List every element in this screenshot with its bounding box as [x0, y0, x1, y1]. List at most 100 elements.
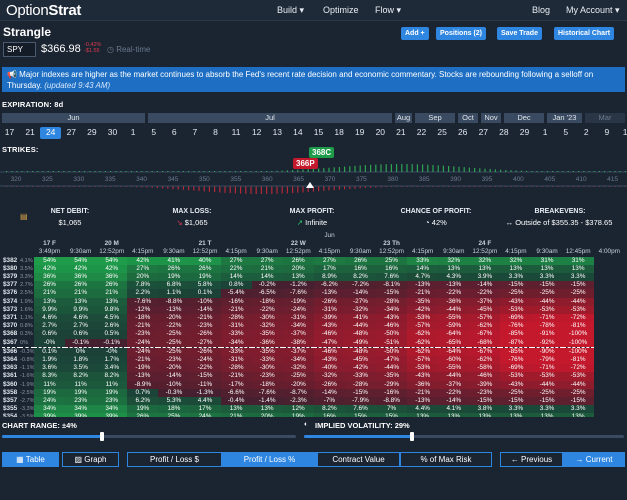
current-button[interactable]: → Current	[563, 452, 625, 467]
expiration-date[interactable]: 25	[437, 127, 447, 137]
pl-cell: -44%	[438, 305, 470, 315]
pl-cell: 26%	[282, 256, 314, 265]
expiration-date[interactable]: 9	[604, 127, 610, 137]
pl-cell: 33%	[407, 256, 439, 265]
expiration-date[interactable]: 21	[25, 127, 35, 137]
expiration-date[interactable]: 20	[375, 127, 386, 137]
chart-range-slider[interactable]	[2, 432, 296, 441]
month-header: Jun	[34, 232, 625, 241]
pl-cell: -7.6%	[251, 388, 283, 398]
expiration-date[interactable]: 16	[622, 127, 627, 137]
nav-optimize[interactable]: Optimize	[323, 5, 359, 15]
pl-cell: -69%	[500, 364, 532, 373]
slider-handle[interactable]	[410, 432, 414, 441]
expiration-date[interactable]: 5	[151, 127, 157, 137]
pl-cell: -50%	[376, 330, 408, 339]
expiration-date[interactable]: 24	[40, 127, 62, 139]
expiration-date[interactable]: 7	[192, 127, 198, 137]
add-button[interactable]: Add +	[401, 27, 429, 40]
pl-cell: 3.5%	[65, 364, 97, 373]
expiration-date[interactable]: 29	[519, 127, 530, 137]
realtime-toggle[interactable]: ◷ Real-time	[107, 45, 151, 54]
nav-flow[interactable]: Flow ▾	[375, 5, 402, 15]
expiration-date[interactable]: 5	[563, 127, 569, 137]
max-profit-label: MAX PROFIT:	[289, 208, 335, 215]
expiration-date[interactable]: 26	[457, 127, 468, 137]
expiration-date[interactable]: 18	[334, 127, 344, 137]
pl-cell: -0.1%	[96, 338, 128, 348]
pl-cell: 13%	[282, 273, 314, 282]
tab-profit-loss-percent[interactable]: Profit / Loss %	[222, 452, 317, 467]
expiration-date[interactable]: 27	[478, 127, 489, 137]
expiration-date[interactable]: 1	[130, 127, 136, 137]
slider-handle[interactable]	[100, 432, 104, 441]
tab-profit-loss-dollar[interactable]: Profit / Loss $	[127, 452, 222, 467]
table-row: $376 2.5% 21% 21% 21% 2.2% 1.1% 0.1% -5.4% -6.5% -…	[2, 289, 625, 298]
nav-build[interactable]: Build ▾	[277, 5, 305, 15]
pl-cell: -39%	[313, 314, 345, 323]
expiration-date[interactable]: 2	[583, 127, 589, 137]
pl-cell: -19%	[282, 297, 314, 306]
pl-cell: 4.5%	[96, 314, 128, 323]
historical-chart-button[interactable]: Historical Chart	[554, 27, 615, 40]
tab-max-risk[interactable]: % of Max Risk	[400, 452, 492, 467]
strike-ladder[interactable]	[0, 160, 627, 204]
expiration-date[interactable]: 27	[66, 127, 77, 137]
call-volume-bar	[442, 165, 444, 172]
expiration-date[interactable]: 11	[231, 127, 241, 137]
strike-tick: 320	[10, 176, 22, 183]
pl-cell: 3.3%	[531, 273, 563, 282]
put-volume-bar	[240, 186, 242, 194]
pl-cell: 26%	[189, 264, 221, 274]
expiration-date[interactable]: 17	[4, 127, 15, 137]
pl-cell: -10%	[158, 380, 190, 389]
tab-graph[interactable]: ▨ Graph	[62, 452, 119, 467]
expiration-date[interactable]: 21	[396, 127, 406, 137]
pl-cell: -14%	[189, 305, 221, 315]
strike-price: $376	[2, 289, 20, 298]
expiration-date[interactable]: 28	[499, 127, 509, 137]
call-volume-bar	[172, 171, 174, 172]
pl-cell: -36%	[438, 297, 470, 306]
table-row: $380 3.5% 42% 42% 42% 27% 26% 26% 22% 21% 20% 17% 16…	[2, 264, 625, 274]
save-trade-button[interactable]: Save Trade	[497, 27, 542, 40]
iv-slider[interactable]	[304, 432, 624, 441]
strike-price: $354	[2, 413, 20, 417]
expiration-date[interactable]: 6	[171, 127, 177, 137]
pl-cell: -15%	[500, 281, 532, 290]
nav-blog[interactable]: Blog	[532, 5, 551, 15]
put-strike-badge[interactable]: 366P	[293, 158, 318, 169]
tab-contract-value[interactable]: Contract Value	[317, 452, 400, 467]
expiration-date[interactable]: 30	[107, 127, 118, 137]
pl-cell: 13%	[96, 297, 128, 306]
symbol-input[interactable]: SPY	[3, 42, 36, 57]
nav-account[interactable]: My Account ▾	[566, 5, 620, 15]
put-volume-bar	[130, 186, 132, 188]
expiration-date[interactable]: 13	[272, 127, 283, 137]
previous-button[interactable]: ← Previous	[500, 452, 563, 467]
expiration-date[interactable]: 19	[354, 127, 365, 137]
pl-cell: -14%	[313, 388, 345, 398]
expiration-date[interactable]: 1	[542, 127, 548, 137]
iv-toggle-icon[interactable]: ◐	[304, 421, 309, 428]
call-volume-bar	[458, 166, 460, 172]
call-volume-bar	[78, 171, 80, 172]
call-strike-badge[interactable]: 368C	[309, 147, 335, 158]
expiration-date[interactable]: 22	[416, 127, 427, 137]
pl-cell: -62%	[407, 330, 439, 339]
expiration-date[interactable]: 14	[293, 127, 303, 137]
pl-cell: 26%	[65, 281, 97, 290]
chart-range-label: CHART RANGE: ±4%	[2, 421, 77, 430]
pl-cell: 0.1%	[189, 289, 221, 298]
positions-button[interactable]: Positions (2)	[436, 27, 487, 40]
expiration-date[interactable]: 12	[251, 127, 262, 137]
expiration-date[interactable]: 15	[313, 127, 324, 137]
pl-cell: -23%	[189, 322, 221, 331]
clock-icon: ◷	[107, 45, 117, 54]
expiration-date[interactable]: 8	[213, 127, 218, 137]
logo[interactable]: OptionStrat	[6, 2, 82, 19]
expiration-date[interactable]: 29	[87, 127, 97, 137]
tab-table[interactable]: ▦ Table	[2, 452, 59, 467]
pl-cell: -16%	[376, 388, 408, 398]
strike-change: -2.7%	[20, 397, 34, 406]
